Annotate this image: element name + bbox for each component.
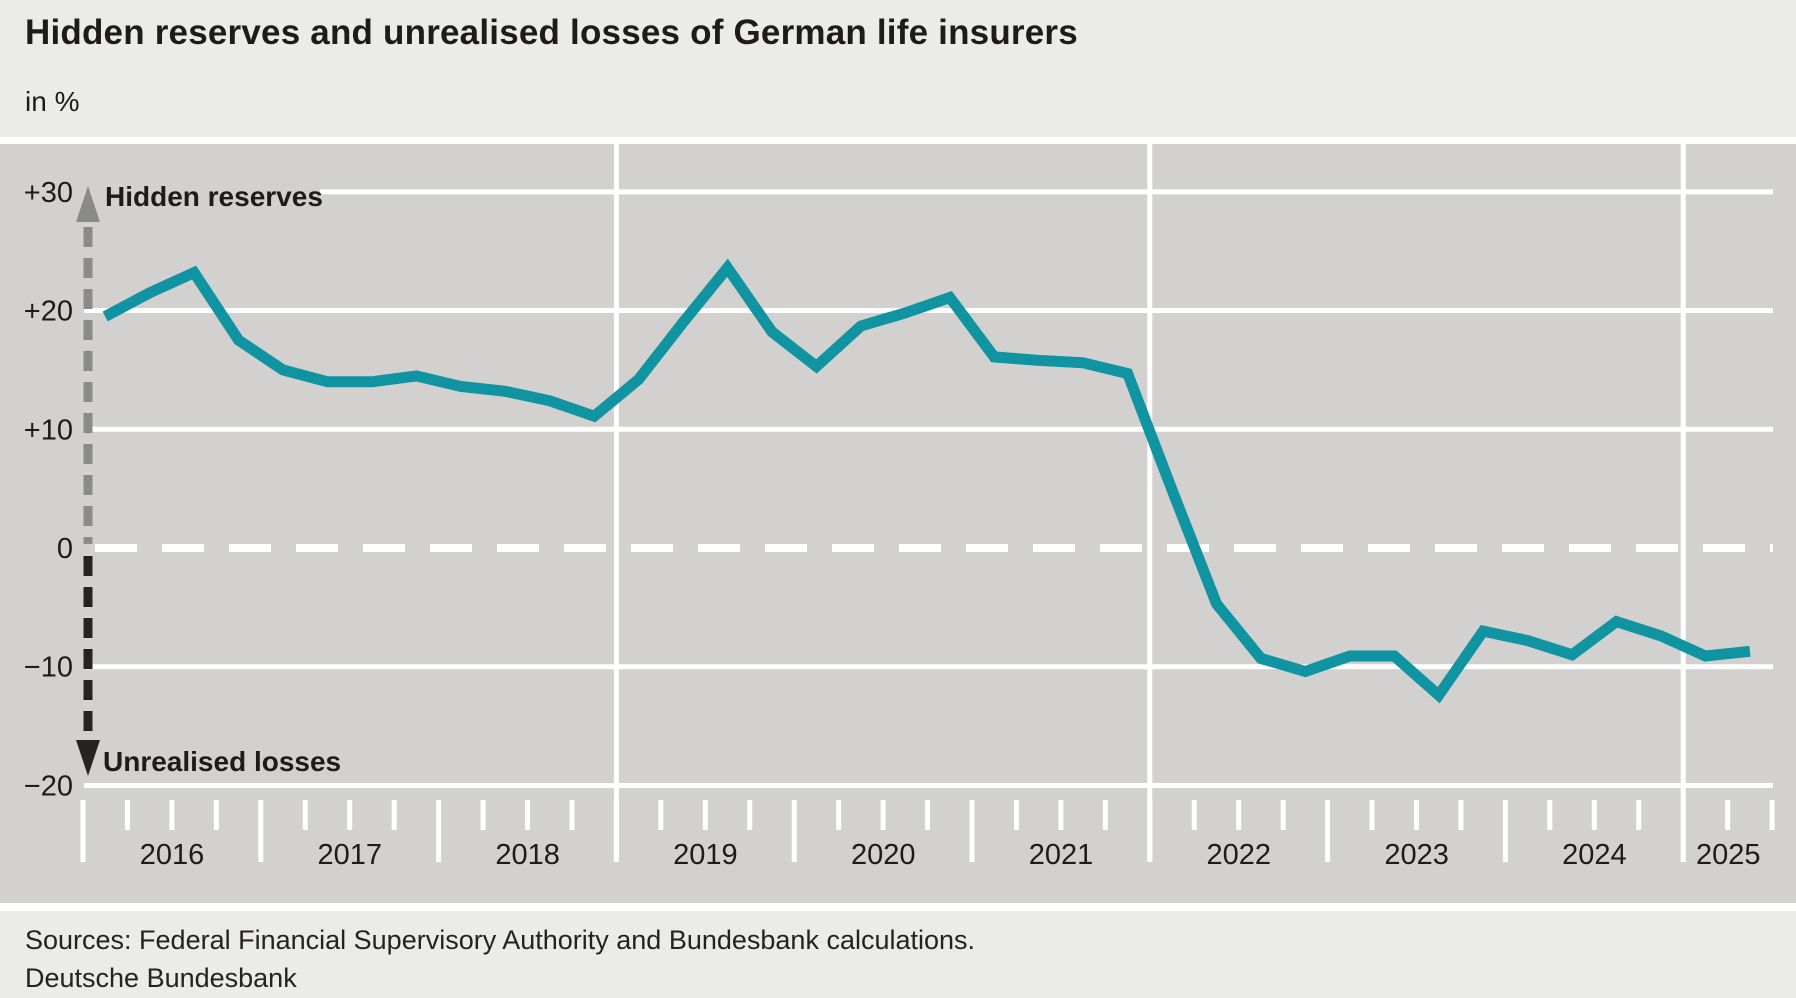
unrealised-losses-annotation: Unrealised losses — [103, 746, 341, 777]
x-axis-year-label: 2020 — [851, 839, 916, 871]
y-tick-label: +10 — [24, 414, 73, 446]
x-axis-year-label: 2017 — [318, 839, 383, 871]
data-line — [102, 258, 1751, 704]
y-tick-label: +20 — [24, 296, 73, 328]
x-axis-year-label: 2022 — [1207, 839, 1272, 871]
sources-note: Sources: Federal Financial Supervisory A… — [25, 925, 976, 955]
grid-layer — [84, 144, 1773, 862]
x-axis-year-label: 2025 — [1696, 839, 1761, 871]
y-tick-label: +30 — [24, 177, 73, 209]
down-arrow-icon — [76, 740, 100, 776]
x-axis-year-label: 2023 — [1384, 839, 1449, 871]
up-arrow-icon — [76, 186, 100, 222]
x-axis-year-label: 2018 — [495, 839, 560, 871]
x-axis-year-label: 2024 — [1562, 839, 1627, 871]
y-tick-label: 0 — [57, 533, 73, 565]
axis-arrow — [76, 186, 100, 776]
y-tick-label: −10 — [24, 652, 73, 684]
chart-canvas: +30 +20 +10 0 −10 −20 2016 2017 2018 2019 2020 2021… — [24, 144, 1775, 871]
x-axis-year-label: 2016 — [140, 839, 205, 871]
x-axis-year-label: 2019 — [673, 839, 738, 871]
chart-unit-label: in % — [25, 86, 80, 117]
plot-area: +30 +20 +10 0 −10 −20 2016 2017 2018 2019 2020 2021… — [0, 144, 1796, 903]
header-panel: Hidden reserves and unrealised losses of… — [0, 0, 1796, 137]
series-layer — [102, 258, 1751, 704]
hidden-reserves-annotation: Hidden reserves — [105, 181, 323, 212]
axis-layer: +30 +20 +10 0 −10 −20 2016 2017 2018 2019 2020 2021… — [24, 177, 1775, 871]
footer-panel: Sources: Federal Financial Supervisory A… — [0, 911, 1796, 998]
publisher-note: Deutsche Bundesbank — [25, 963, 297, 993]
x-axis-year-label: 2021 — [1029, 839, 1094, 871]
y-tick-label: −20 — [24, 770, 73, 802]
chart-title: Hidden reserves and unrealised losses of… — [25, 13, 1078, 52]
